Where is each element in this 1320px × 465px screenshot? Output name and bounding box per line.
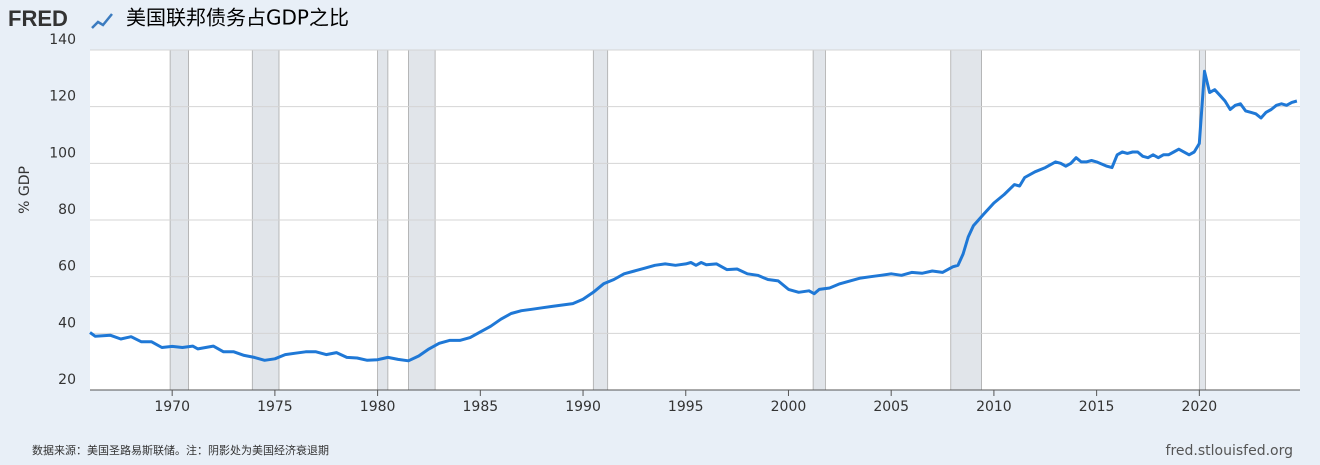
x-tick-label: 2015 [1079, 399, 1115, 415]
x-tick-label: 1985 [463, 399, 499, 415]
y-tick-label: 40 [58, 315, 76, 331]
source-note: 数据来源：美国圣路易斯联储。注：阴影处为美国经济衰退期 [32, 443, 329, 457]
data-line [89, 69, 1298, 363]
logo[interactable]: FRED [8, 6, 68, 31]
x-tick-label: 2020 [1182, 399, 1218, 415]
y-tick-label: 100 [49, 145, 76, 161]
x-tick-label: 1995 [668, 399, 704, 415]
y-tick-label: 140 [49, 32, 76, 48]
x-tick-label: 2000 [771, 399, 807, 415]
x-tick-label: 1990 [565, 399, 601, 415]
y-tick-label: 80 [58, 202, 76, 218]
x-tick-label: 1980 [360, 399, 396, 415]
x-tick-label: 2010 [976, 399, 1012, 415]
y-tick-label: 120 [49, 89, 76, 105]
logo-icon [91, 13, 113, 29]
site-link[interactable]: fred.stlouisfed.org [1166, 443, 1293, 459]
x-tick-label: 1970 [154, 399, 190, 415]
chart-title: 美国联邦债务占GDP之比 [126, 6, 349, 30]
y-axis-label: % GDP [17, 166, 33, 214]
y-tick-label: 60 [58, 259, 76, 275]
x-tick-label: 1975 [257, 399, 293, 415]
x-tick-label: 2005 [873, 399, 909, 415]
y-tick-label: 20 [58, 372, 76, 388]
